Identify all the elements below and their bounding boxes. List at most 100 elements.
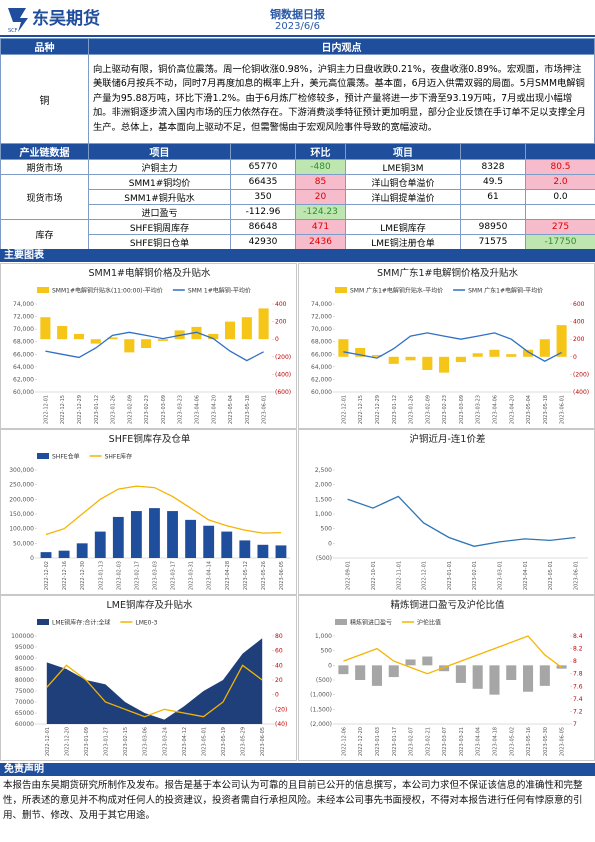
bar bbox=[258, 308, 269, 340]
x-tick-label: 2023-05-18 bbox=[245, 395, 251, 424]
x-tick-label: 2022-12-01 bbox=[341, 395, 347, 424]
header-cell: 品种 bbox=[0, 38, 89, 55]
bar bbox=[191, 326, 202, 340]
y2-tick-label: 0 bbox=[275, 336, 279, 343]
bar bbox=[257, 544, 269, 558]
x-tick-label: 2023-05-29 bbox=[241, 727, 247, 756]
x-tick-label: 2023-05-12 bbox=[243, 561, 249, 590]
y-tick-label: 250,000 bbox=[9, 482, 34, 489]
value: 65770 bbox=[230, 159, 296, 175]
bar bbox=[388, 356, 399, 364]
legend-marker bbox=[335, 287, 347, 293]
header-cell: 项目 bbox=[345, 143, 461, 160]
y-tick-label: 65000 bbox=[15, 710, 34, 717]
x-tick-label: 2022-12-15 bbox=[358, 395, 364, 424]
bar bbox=[94, 531, 106, 558]
x-tick-label: 2023-04-18 bbox=[492, 727, 498, 756]
bar bbox=[439, 356, 450, 373]
y-tick-label: 75000 bbox=[15, 688, 34, 695]
bar bbox=[208, 333, 219, 340]
x-tick-label: 2023-06-05 bbox=[279, 561, 285, 590]
y2-tick-label: (20) bbox=[275, 706, 287, 713]
bar bbox=[225, 321, 236, 340]
change: 80.5 bbox=[525, 159, 595, 175]
line bbox=[347, 495, 576, 547]
x-tick-label: 2023-01-27 bbox=[104, 727, 110, 756]
bar bbox=[275, 545, 287, 558]
item: LME铜库存 bbox=[345, 219, 461, 235]
y2-tick-label: 60 bbox=[275, 648, 283, 655]
y-tick-label: 64,000 bbox=[311, 364, 332, 371]
y-tick-label: 0 bbox=[30, 555, 34, 562]
y-tick-label: 1,500 bbox=[315, 496, 332, 503]
legend-marker bbox=[37, 453, 49, 459]
y-tick-label: 70,000 bbox=[13, 326, 34, 333]
y2-tick-label: 200 bbox=[573, 336, 585, 343]
x-tick-label: 2023-01-12 bbox=[392, 395, 398, 424]
header-cell: 环比 bbox=[295, 143, 346, 160]
item: LME铜注册仓单 bbox=[345, 234, 461, 250]
x-tick-label: 2023-04-20 bbox=[211, 395, 217, 424]
bar bbox=[157, 339, 168, 341]
legend-label: SMM 1#电解铜-平均价 bbox=[188, 287, 251, 295]
x-tick-label: 2022-12-02 bbox=[44, 561, 50, 590]
y2-tick-label: 400 bbox=[573, 319, 585, 326]
change: 20 bbox=[295, 189, 346, 205]
view-text: 向上驱动有限，铜价高位震荡。周一伦铜收涨0.98%，沪铜主力日盘收跌0.21%，… bbox=[88, 54, 595, 144]
x-tick-label: 2023-02-23 bbox=[442, 395, 448, 424]
x-tick-label: 2023-05-16 bbox=[526, 727, 532, 756]
x-tick-label: 2023-06-01 bbox=[560, 395, 566, 424]
y-tick-label: 500 bbox=[321, 526, 333, 533]
x-tick-label: 2023-06-05 bbox=[560, 727, 566, 756]
legend-marker bbox=[37, 287, 49, 293]
bar bbox=[338, 339, 349, 357]
x-tick-label: 2023-05-30 bbox=[543, 727, 549, 756]
group: 现货市场 bbox=[0, 174, 89, 220]
x-tick-label: 2023-05-01 bbox=[201, 727, 207, 756]
item: SMM1#铜均价 bbox=[88, 174, 231, 190]
header-cell: 项目 bbox=[88, 143, 231, 160]
y-tick-label: 85000 bbox=[15, 666, 34, 673]
x-tick-label: 2023-01-26 bbox=[409, 395, 415, 424]
bar bbox=[40, 317, 51, 340]
legend-label: 沪伦比值 bbox=[417, 619, 441, 627]
bar bbox=[338, 665, 349, 675]
x-tick-label: 2023-03-01 bbox=[497, 561, 503, 590]
chart: SMM广东1#电解铜价格及升贴水 SMM 广东1#电解铜升贴水-平均价 SMM 广东… bbox=[298, 263, 595, 429]
x-tick-label: 2022-12-01 bbox=[422, 561, 428, 590]
disclaimer-heading: 免责声明 bbox=[0, 763, 595, 776]
data-table: 产业链数据 项目 环比 项目 期货市场 沪铜主力 65770 -480 LME铜3M 8328 8… bbox=[0, 143, 595, 250]
bar bbox=[40, 552, 52, 558]
item: 沪铜主力 bbox=[88, 159, 231, 175]
x-tick-label: 2022-12-29 bbox=[77, 395, 83, 424]
y-tick-label: 74,000 bbox=[311, 301, 332, 308]
y-tick-label: 2,000 bbox=[315, 482, 332, 489]
y-tick-label: 100,000 bbox=[9, 526, 34, 533]
x-tick-label: 2022-10-01 bbox=[371, 561, 377, 590]
bar bbox=[422, 656, 433, 666]
item: SHFE铜日仓单 bbox=[88, 234, 231, 250]
bar bbox=[57, 326, 68, 340]
legend-label: LME0-3 bbox=[135, 620, 157, 627]
bar bbox=[506, 665, 517, 680]
bar bbox=[90, 339, 101, 344]
bar bbox=[506, 354, 517, 357]
x-tick-label: 2023-02-23 bbox=[144, 395, 150, 424]
y-tick-label: 2,500 bbox=[315, 467, 332, 474]
x-tick-label: 2022-09-01 bbox=[346, 561, 352, 590]
y-tick-label: 68,000 bbox=[311, 339, 332, 346]
x-tick-label: 2022-12-20 bbox=[64, 727, 70, 756]
y2-tick-label: (400) bbox=[573, 389, 589, 396]
x-tick-label: 2023-02-07 bbox=[409, 727, 415, 756]
x-tick-label: 2023-02-09 bbox=[127, 395, 133, 424]
y-tick-label: 60,000 bbox=[311, 389, 332, 396]
x-tick-label: 2023-03-17 bbox=[171, 561, 177, 590]
y-tick-label: 62,000 bbox=[311, 376, 332, 383]
change: 0.0 bbox=[525, 189, 595, 205]
y-tick-label: 200,000 bbox=[9, 496, 34, 503]
y2-tick-label: 7 bbox=[573, 721, 577, 728]
area bbox=[46, 638, 263, 724]
change: 471 bbox=[295, 219, 346, 235]
